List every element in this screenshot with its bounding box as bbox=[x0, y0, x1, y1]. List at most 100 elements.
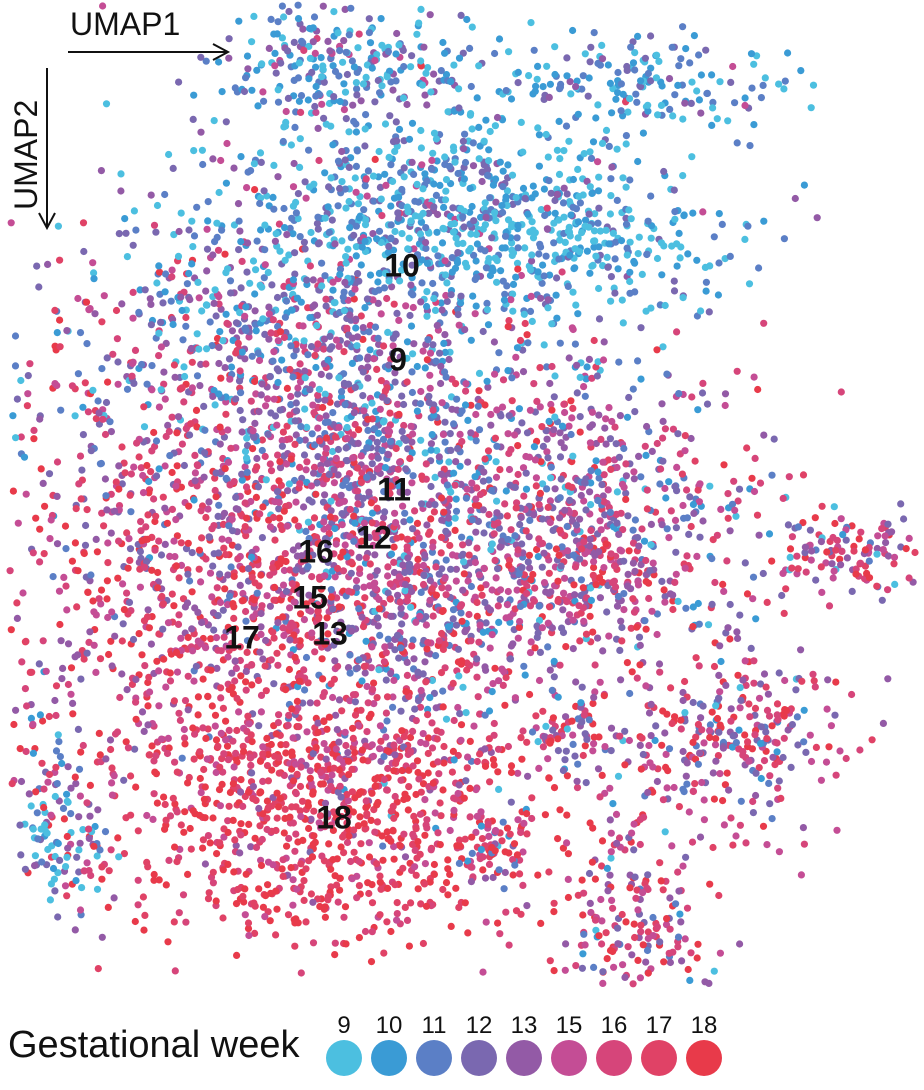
scatter-point bbox=[417, 5, 425, 13]
scatter-point bbox=[393, 910, 401, 918]
scatter-point bbox=[503, 201, 511, 210]
scatter-point bbox=[173, 808, 181, 816]
scatter-point bbox=[837, 515, 845, 523]
scatter-point bbox=[294, 1, 302, 9]
scatter-point bbox=[481, 745, 489, 753]
scatter-point bbox=[691, 457, 699, 465]
scatter-point bbox=[514, 470, 522, 479]
scatter-point bbox=[377, 737, 385, 745]
scatter-point bbox=[259, 743, 267, 751]
scatter-point bbox=[301, 367, 309, 375]
scatter-point bbox=[495, 618, 503, 627]
scatter-point bbox=[155, 268, 164, 276]
scatter-point bbox=[321, 913, 329, 921]
scatter-point bbox=[462, 387, 470, 395]
scatter-point bbox=[541, 733, 549, 741]
scatter-point bbox=[150, 876, 158, 884]
scatter-point bbox=[361, 669, 369, 677]
scatter-point bbox=[262, 687, 270, 695]
scatter-point bbox=[686, 59, 694, 67]
scatter-point bbox=[539, 743, 548, 751]
scatter-point bbox=[55, 587, 64, 595]
scatter-point bbox=[39, 637, 47, 645]
scatter-point bbox=[384, 589, 392, 597]
scatter-point bbox=[753, 511, 762, 519]
scatter-point bbox=[212, 768, 220, 777]
scatter-point bbox=[396, 488, 404, 496]
scatter-point bbox=[298, 797, 307, 805]
scatter-point bbox=[560, 400, 568, 408]
scatter-point bbox=[107, 529, 115, 537]
scatter-point bbox=[750, 60, 758, 68]
scatter-point bbox=[409, 727, 417, 736]
scatter-point bbox=[67, 784, 75, 792]
scatter-point bbox=[111, 730, 120, 738]
scatter-point bbox=[714, 752, 723, 760]
scatter-point bbox=[415, 775, 423, 783]
scatter-point bbox=[449, 615, 457, 623]
scatter-point bbox=[513, 586, 521, 594]
scatter-point bbox=[594, 634, 602, 642]
scatter-point bbox=[536, 403, 544, 411]
scatter-point bbox=[673, 463, 681, 471]
scatter-point bbox=[273, 905, 281, 913]
scatter-point bbox=[472, 257, 480, 265]
scatter-point bbox=[196, 382, 204, 390]
scatter-point bbox=[624, 570, 632, 579]
scatter-point bbox=[110, 507, 119, 515]
scatter-point bbox=[293, 407, 301, 415]
scatter-point bbox=[607, 854, 615, 862]
scatter-point bbox=[461, 326, 469, 334]
scatter-point bbox=[177, 634, 185, 642]
scatter-point bbox=[720, 461, 728, 469]
scatter-point bbox=[483, 299, 491, 307]
scatter-point bbox=[624, 108, 632, 116]
scatter-point bbox=[390, 543, 398, 551]
scatter-point bbox=[368, 741, 376, 749]
scatter-point bbox=[419, 541, 427, 549]
scatter-point bbox=[265, 303, 273, 311]
scatter-point bbox=[123, 385, 132, 393]
scatter-point bbox=[62, 582, 70, 590]
scatter-point bbox=[629, 980, 637, 988]
scatter-point bbox=[62, 863, 70, 871]
scatter-point bbox=[712, 757, 720, 765]
scatter-point bbox=[94, 965, 102, 973]
scatter-point bbox=[209, 251, 217, 259]
scatter-point bbox=[75, 868, 83, 876]
scatter-point bbox=[72, 780, 80, 788]
scatter-point bbox=[464, 857, 472, 865]
scatter-point bbox=[592, 457, 600, 465]
scatter-point bbox=[69, 710, 77, 718]
scatter-point bbox=[576, 515, 584, 523]
scatter-point bbox=[708, 71, 716, 79]
scatter-point bbox=[616, 412, 625, 420]
scatter-point bbox=[296, 360, 304, 368]
scatter-point bbox=[424, 749, 432, 758]
scatter-point bbox=[611, 255, 619, 263]
scatter-point bbox=[131, 917, 139, 926]
scatter-point bbox=[551, 70, 559, 79]
scatter-point bbox=[57, 406, 65, 414]
scatter-point bbox=[481, 598, 489, 607]
scatter-point bbox=[539, 707, 547, 715]
scatter-point bbox=[433, 228, 441, 236]
scatter-point bbox=[178, 754, 186, 762]
scatter-point bbox=[313, 699, 321, 707]
scatter-point bbox=[563, 547, 572, 555]
scatter-point bbox=[342, 204, 350, 212]
scatter-point bbox=[599, 492, 607, 500]
scatter-point bbox=[717, 657, 725, 666]
scatter-point bbox=[587, 479, 595, 487]
scatter-point bbox=[296, 135, 304, 143]
scatter-point bbox=[345, 31, 353, 39]
scatter-point bbox=[343, 553, 351, 561]
scatter-point bbox=[775, 777, 783, 785]
scatter-point bbox=[473, 544, 481, 552]
scatter-point bbox=[590, 336, 598, 345]
scatter-point bbox=[222, 736, 230, 744]
scatter-point bbox=[710, 662, 719, 671]
scatter-point bbox=[76, 792, 84, 800]
scatter-point bbox=[152, 512, 160, 520]
scatter-point bbox=[579, 950, 587, 958]
